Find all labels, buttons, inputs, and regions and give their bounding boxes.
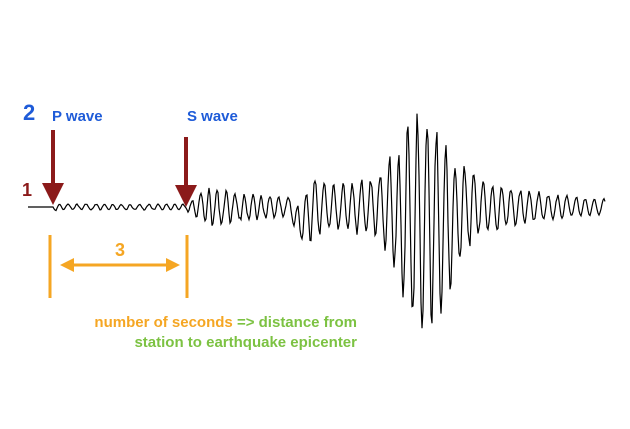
step-3-label: 3 <box>115 240 125 260</box>
caption-orange: number of seconds <box>94 314 232 331</box>
seismogram-trace <box>28 113 606 329</box>
caption-green: distance from <box>259 314 357 331</box>
p-wave-arrow <box>42 130 64 205</box>
caption-line-2: station to earthquake epicenter <box>134 334 357 351</box>
s-wave-label: S wave <box>187 108 238 125</box>
s-wave-arrow <box>175 137 197 207</box>
p-wave-label: P wave <box>52 108 103 125</box>
interval-marker <box>48 235 189 298</box>
step-2-label: 2 <box>23 100 35 125</box>
step-1-label: 1 <box>22 180 32 200</box>
caption-arrow: => <box>237 314 255 331</box>
caption-line-1: number of seconds => distance from <box>94 314 357 331</box>
